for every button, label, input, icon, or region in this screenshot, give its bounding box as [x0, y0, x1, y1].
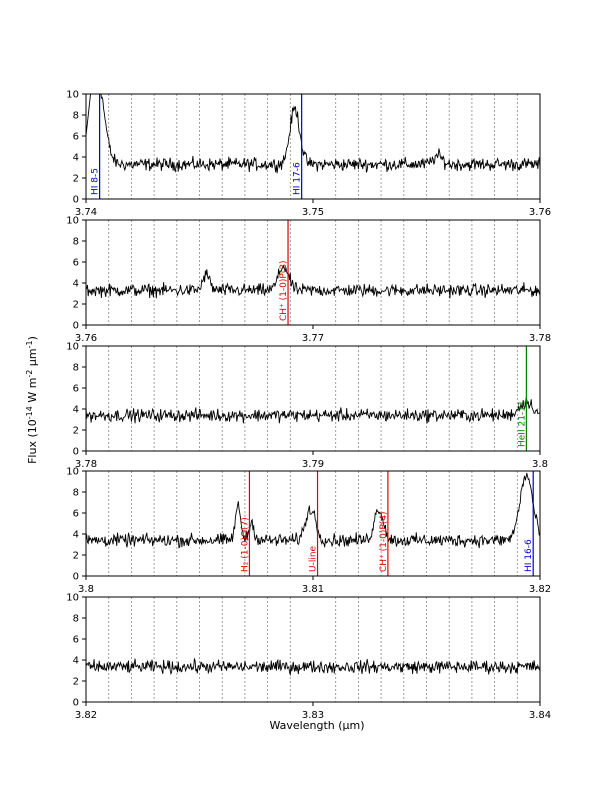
- line-label: CH⁺ (1-0)P(4): [379, 511, 389, 572]
- line-label: HI 8-5: [91, 168, 101, 195]
- y-tick-label: 8: [73, 488, 79, 499]
- y-tick-label: 2: [73, 300, 79, 311]
- y-tick-label: 8: [73, 614, 79, 625]
- x-tick-label: 3.77: [302, 333, 324, 344]
- y-tick-label: 4: [73, 153, 79, 164]
- y-tick-label: 10: [66, 342, 79, 353]
- y-tick-label: 2: [73, 551, 79, 562]
- y-tick-label: 4: [73, 656, 79, 667]
- spectrum-trace: [86, 397, 540, 424]
- line-label: HI 16-6: [524, 539, 534, 572]
- y-tick-label: 10: [66, 90, 79, 101]
- spectrum-trace: [86, 264, 540, 299]
- x-tick-label: 3.8: [532, 459, 548, 470]
- y-tick-label: 8: [73, 363, 79, 374]
- y-tick-label: 6: [73, 509, 79, 520]
- y-tick-label: 6: [73, 132, 79, 143]
- y-axis-label: Flux (10-14 W m-2 µm-1): [25, 336, 40, 464]
- x-tick-label: 3.81: [302, 584, 324, 595]
- y-tick-label: 2: [73, 426, 79, 437]
- y-tick-label: 10: [66, 593, 79, 604]
- line-label: H₂ (1-0)O(7): [240, 517, 250, 572]
- line-label: U-line: [309, 545, 319, 572]
- line-label: HI 17-6: [293, 162, 303, 195]
- y-tick-label: 4: [73, 279, 79, 290]
- y-tick-label: 8: [73, 111, 79, 122]
- x-tick-label: 3.8: [78, 584, 94, 595]
- y-tick-label: 4: [73, 405, 79, 416]
- x-tick-label: 3.84: [529, 710, 551, 721]
- spectrum-trace: [86, 657, 540, 677]
- x-tick-label: 3.76: [529, 207, 551, 218]
- x-tick-label: 3.82: [529, 584, 551, 595]
- y-tick-label: 10: [66, 216, 79, 227]
- spectrum-trace: [86, 472, 540, 549]
- panel-3: HeII 21-11 0 2 4 6 8 10 3.78 3.79 3.8: [66, 342, 548, 471]
- panel-2: CH⁺ (1-0)P(3) 0 2 4 6 8 10 3.76 3.77 3.78: [66, 216, 551, 345]
- y-tick-label: 0: [73, 195, 79, 206]
- y-tick-label: 2: [73, 174, 79, 185]
- line-label: HeII 21-11: [517, 400, 527, 447]
- panel-1: HI 8-5 HI 17-6 0 2 4 6 8 10 3.74 3.75 3.76: [66, 90, 551, 219]
- y-tick-label: 0: [73, 698, 79, 709]
- x-tick-label: 3.79: [302, 459, 324, 470]
- x-tick-label: 3.78: [529, 333, 551, 344]
- panel-5: 0 2 4 6 8 10 3.82 3.83 3.84: [66, 593, 551, 722]
- y-tick-label: 4: [73, 530, 79, 541]
- y-tick-label: 0: [73, 447, 79, 458]
- x-tick-label: 3.78: [75, 459, 97, 470]
- x-tick-label: 3.75: [302, 207, 324, 218]
- x-axis-label: Wavelength (µm): [269, 719, 364, 732]
- x-tick-label: 3.74: [75, 207, 97, 218]
- y-tick-label: 6: [73, 635, 79, 646]
- y-tick-label: 2: [73, 677, 79, 688]
- panel-4: H₂ (1-0)O(7) U-line CH⁺ (1-0)P(4) HI 16-6 0 2…: [66, 467, 551, 596]
- y-tick-label: 6: [73, 384, 79, 395]
- y-tick-label: 0: [73, 321, 79, 332]
- y-tick-label: 0: [73, 572, 79, 583]
- y-tick-label: 8: [73, 237, 79, 248]
- y-tick-label: 10: [66, 467, 79, 478]
- x-tick-label: 3.76: [75, 333, 97, 344]
- line-label: CH⁺ (1-0)P(3): [279, 260, 289, 321]
- y-tick-label: 6: [73, 258, 79, 269]
- spectrum-trace: [86, 94, 540, 174]
- x-tick-label: 3.82: [75, 710, 97, 721]
- x-tick-label: 3.83: [302, 710, 324, 721]
